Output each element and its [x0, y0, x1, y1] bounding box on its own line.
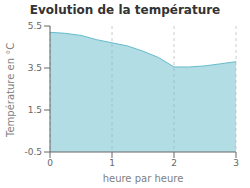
svg-text:3: 3 — [233, 158, 239, 168]
svg-text:5.5: 5.5 — [28, 21, 42, 31]
svg-text:1: 1 — [109, 158, 115, 168]
svg-text:-0.5: -0.5 — [24, 147, 42, 157]
html-text:Evolution de la température: Evolution de la température — [29, 3, 221, 17]
svg-text:2: 2 — [171, 158, 177, 168]
svg-text:heure par heure: heure par heure — [103, 173, 184, 184]
svg-text:3.5: 3.5 — [28, 63, 42, 73]
svg-text:1.5: 1.5 — [28, 105, 42, 115]
svg-text:0: 0 — [47, 158, 53, 168]
svg-text:Température en °C: Température en °C — [5, 43, 16, 138]
